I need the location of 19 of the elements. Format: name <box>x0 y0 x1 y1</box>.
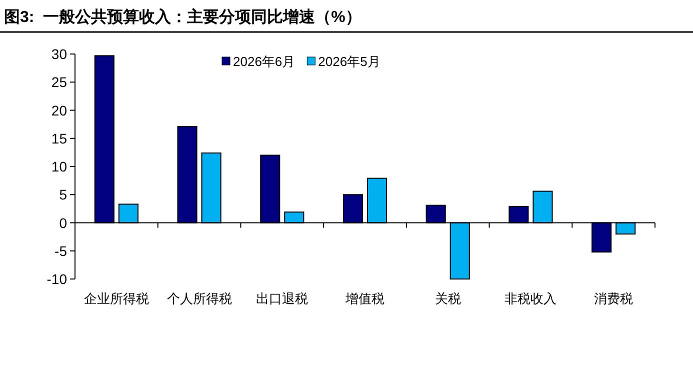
y-tick-label: 20 <box>51 102 68 118</box>
legend-label: 2026年6月 <box>233 54 296 69</box>
x-tick-label: 非税收入 <box>504 291 557 306</box>
y-tick-label: 10 <box>51 158 68 174</box>
y-tick-label: 15 <box>51 130 68 146</box>
y-tick-label: -5 <box>54 242 68 259</box>
x-tick-label: 出口退税 <box>256 291 308 306</box>
y-tick-label: 5 <box>59 186 68 203</box>
y-tick-label: 25 <box>51 74 68 90</box>
x-tick-label: 企业所得税 <box>84 291 149 306</box>
y-tick-label: 0 <box>59 214 68 231</box>
x-tick-label: 关税 <box>434 291 461 306</box>
legend-label: 2026年5月 <box>318 54 380 69</box>
chart-title: 图3: 一般公共预算收入：主要分项同比增速（%） <box>4 7 362 26</box>
x-tick-label: 个人所得税 <box>166 291 232 306</box>
y-tick-label: 30 <box>51 46 68 62</box>
x-tick-label: 消费税 <box>594 291 634 306</box>
x-tick-label: 增值税 <box>344 291 384 306</box>
y-tick-label: -10 <box>46 271 68 287</box>
